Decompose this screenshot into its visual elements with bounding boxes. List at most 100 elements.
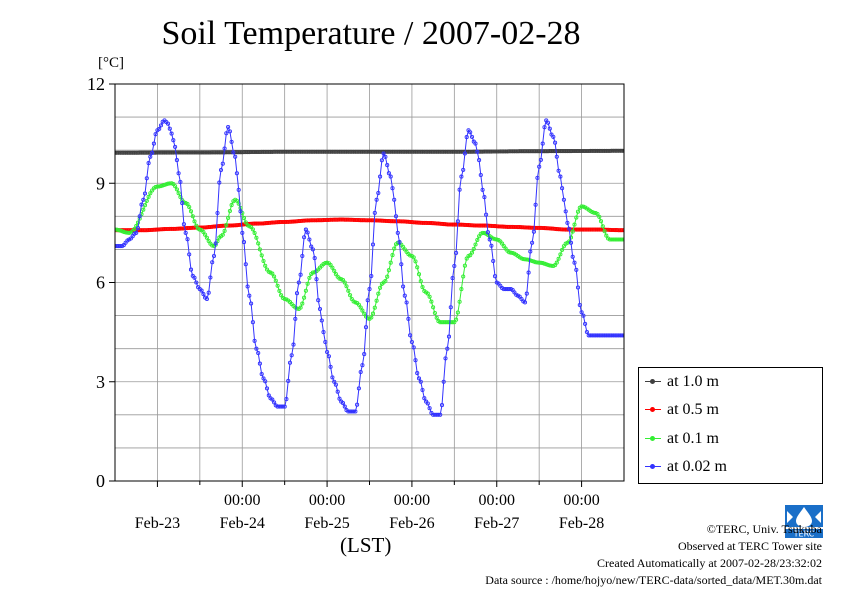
data-point: [215, 210, 220, 216]
legend-label: at 0.02 m: [667, 458, 727, 475]
data-point: [446, 334, 452, 339]
data-point: [282, 404, 287, 409]
data-point: [385, 163, 390, 168]
data-point: [454, 250, 459, 255]
data-point: [305, 281, 310, 286]
data-point: [224, 131, 229, 136]
data-point: [565, 220, 570, 225]
data-point: [558, 252, 563, 257]
data-point: [224, 222, 229, 228]
y-tick-label: 3: [96, 372, 105, 392]
data-point: [263, 379, 268, 384]
data-point: [560, 186, 565, 191]
data-point: [312, 256, 317, 261]
data-point: [432, 310, 437, 316]
data-point: [434, 315, 439, 320]
data-point: [256, 350, 261, 356]
data-point: [227, 208, 232, 214]
observed-text: Observed at TERC Tower site: [677, 539, 822, 553]
data-point: [487, 237, 492, 242]
data-point: [346, 288, 351, 293]
data-point: [342, 280, 347, 285]
data-point: [259, 253, 264, 258]
data-point: [134, 230, 139, 235]
data-point: [402, 293, 407, 298]
data-point: [531, 229, 536, 234]
data-point: [448, 305, 453, 310]
data-point: [457, 187, 462, 192]
data-point: [158, 123, 164, 128]
data-point: [425, 401, 430, 406]
data-point: [545, 120, 551, 125]
data-point: [153, 132, 158, 137]
data-point: [243, 220, 248, 225]
data-point: [547, 126, 552, 131]
x-axis-title: (LST): [340, 533, 392, 557]
logo-text: TERC: [793, 530, 815, 539]
data-point: [383, 154, 388, 159]
data-point: [545, 262, 551, 267]
data-point: [247, 293, 252, 298]
data-point: [485, 230, 490, 235]
legend-item-0-5m: at 0.5 m: [645, 399, 719, 421]
data-point: [597, 214, 602, 219]
data-point: [141, 207, 146, 212]
data-point: [155, 184, 160, 189]
data-point: [146, 194, 151, 199]
data-point: [459, 287, 464, 292]
data-point: [317, 306, 323, 312]
data-point: [461, 167, 466, 172]
x-tick-date-label: Feb-28: [559, 515, 604, 532]
data-point: [413, 358, 418, 363]
data-point: [171, 138, 176, 143]
data-point: [591, 210, 597, 215]
data-point: [294, 291, 300, 296]
data-point: [457, 299, 462, 304]
data-point: [282, 296, 287, 302]
data-point: [480, 187, 485, 192]
data-point: [439, 403, 445, 408]
data-point: [408, 253, 413, 258]
data-point: [303, 227, 308, 232]
data-point: [480, 230, 485, 235]
data-point: [579, 204, 584, 209]
x-tick-time-label: 00:00: [479, 492, 515, 509]
data-point: [356, 302, 361, 307]
data-point: [561, 197, 566, 202]
y-tick-label: 9: [96, 173, 105, 193]
data-point: [358, 369, 363, 375]
data-point: [369, 273, 374, 279]
data-point: [328, 263, 333, 268]
data-point: [139, 202, 144, 207]
data-point: [160, 183, 165, 188]
data-point: [181, 222, 186, 227]
data-point: [245, 284, 250, 289]
data-point: [188, 267, 194, 272]
data-point: [436, 412, 441, 417]
data-point: [602, 229, 607, 234]
data-point: [310, 247, 315, 252]
data-point: [243, 262, 248, 267]
data-point: [484, 212, 489, 217]
data-point: [250, 227, 255, 232]
data-point: [579, 310, 584, 315]
data-point: [538, 260, 543, 265]
chart-title: Soil Temperature / 2007-02-28: [161, 15, 581, 52]
data-point: [491, 258, 496, 264]
data-point: [393, 214, 399, 219]
x-tick-time-label: 00:00: [224, 492, 260, 509]
data-point: [575, 285, 581, 290]
data-point: [192, 275, 197, 280]
data-point: [303, 288, 308, 293]
data-point: [332, 268, 337, 273]
data-point: [294, 306, 300, 311]
data-point: [344, 284, 349, 289]
data-point: [422, 396, 427, 401]
data-point: [300, 301, 305, 306]
x-tick-date-label: Feb-27: [474, 515, 519, 532]
data-point: [358, 305, 363, 310]
data-point: [524, 291, 529, 296]
data-point: [270, 397, 275, 402]
data-point: [372, 305, 377, 310]
